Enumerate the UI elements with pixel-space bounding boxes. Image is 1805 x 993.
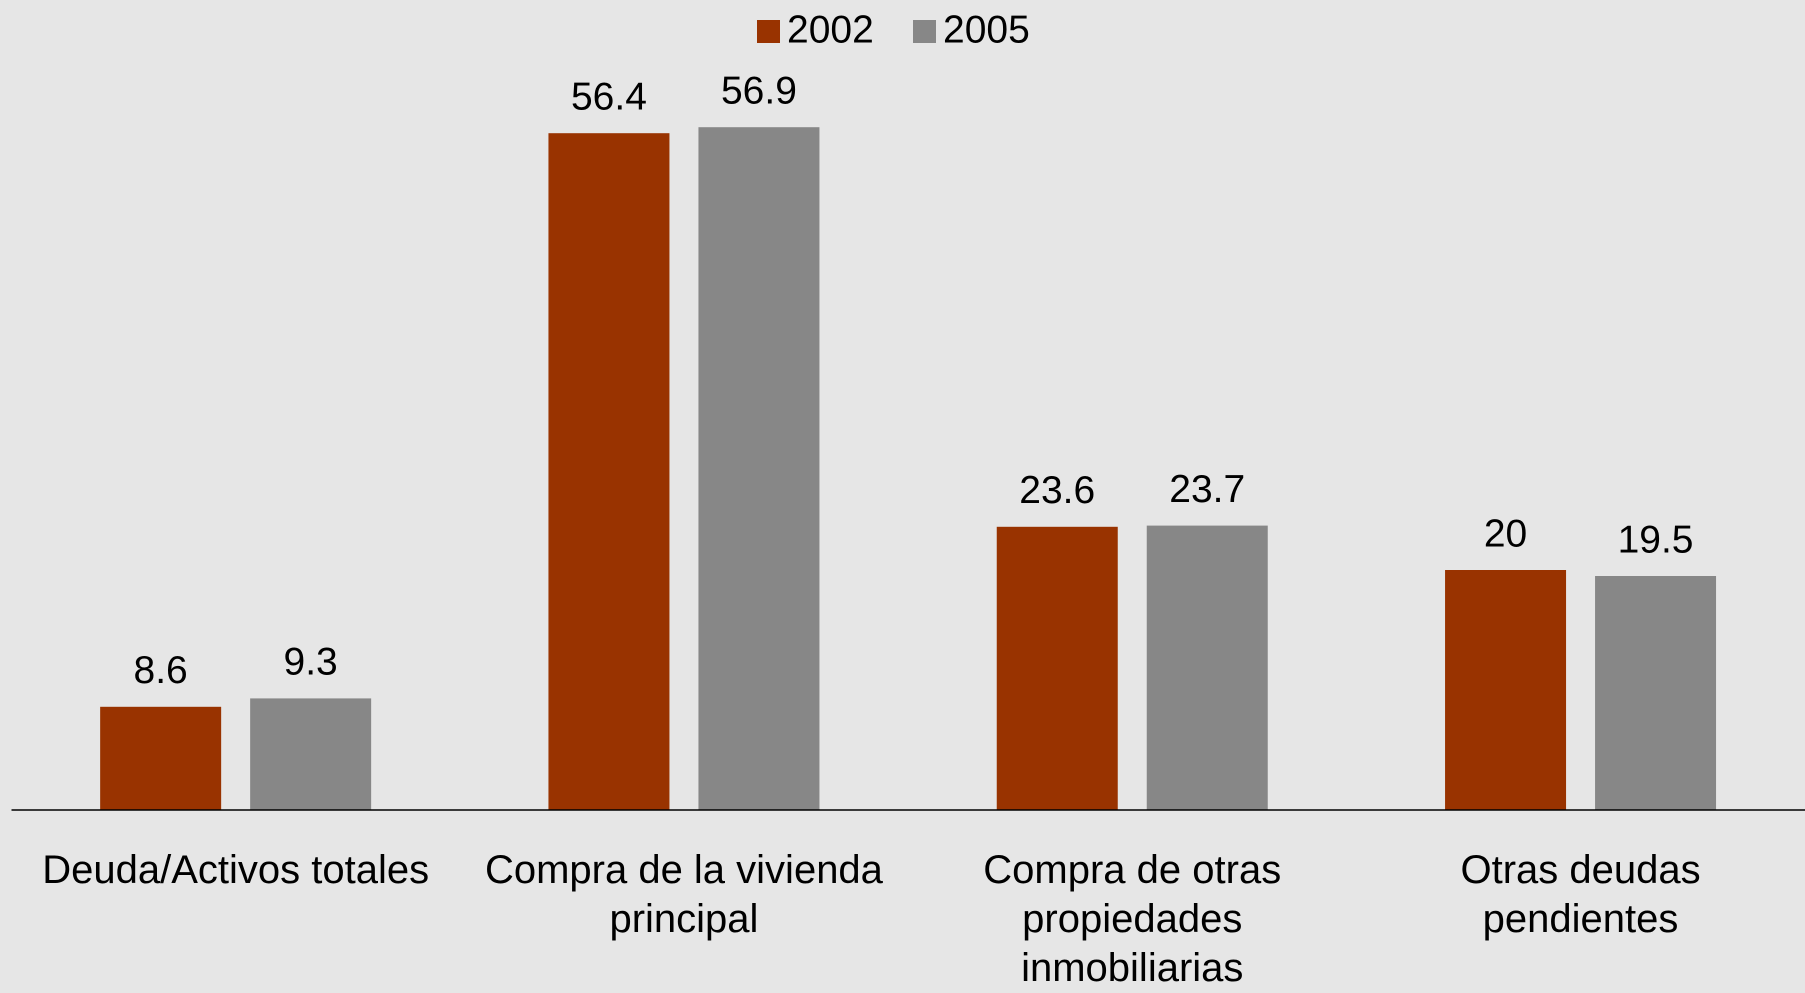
data-label: 19.5 bbox=[1618, 518, 1694, 561]
legend-label: 2005 bbox=[943, 8, 1030, 51]
bar bbox=[1146, 525, 1268, 810]
legend-label: 2002 bbox=[787, 8, 874, 51]
x-tick-label: Otras deudas pendientes bbox=[1460, 848, 1701, 941]
data-label: 8.6 bbox=[134, 649, 188, 692]
legend-swatch bbox=[913, 20, 936, 43]
bar bbox=[1445, 570, 1567, 810]
bar bbox=[250, 698, 372, 810]
data-label: 56.4 bbox=[571, 75, 647, 118]
bar bbox=[698, 127, 820, 810]
data-label: 9.3 bbox=[284, 641, 338, 684]
bar bbox=[1595, 576, 1717, 810]
bar bbox=[548, 133, 670, 810]
x-tick-label: Compra de la vivienda principal bbox=[484, 848, 883, 941]
data-label: 23.6 bbox=[1019, 469, 1095, 512]
x-tick-label: Deuda/Activos totales bbox=[42, 848, 430, 892]
bar bbox=[996, 526, 1118, 810]
data-label: 56.9 bbox=[721, 69, 797, 112]
data-label: 23.7 bbox=[1169, 468, 1245, 511]
data-label: 20 bbox=[1484, 512, 1527, 555]
bar bbox=[100, 706, 222, 810]
x-tick-label: Compra de otras propiedades inmobiliaria… bbox=[983, 848, 1282, 990]
legend-swatch bbox=[757, 20, 780, 43]
